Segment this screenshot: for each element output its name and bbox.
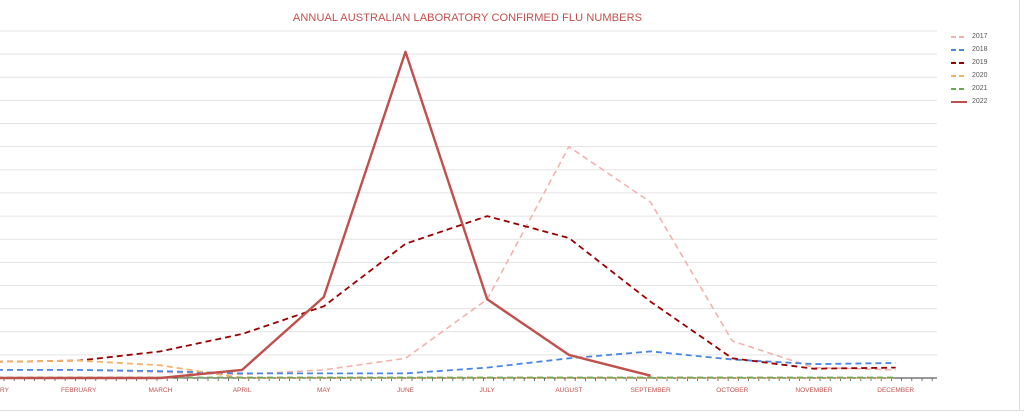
legend-item-2020: 2020 xyxy=(950,69,1020,82)
gridlines xyxy=(0,30,937,379)
legend-label: 2020 xyxy=(972,72,988,79)
chart-title: ANNUAL AUSTRALIAN LABORATORY CONFIRMED F… xyxy=(292,12,643,24)
x-tick-label: APRIL xyxy=(233,387,252,394)
legend-item-2019: 2019 xyxy=(950,56,1020,69)
series-line-2020 xyxy=(0,359,896,379)
x-tick-label: FEBRUARY xyxy=(61,387,97,394)
legend-swatch xyxy=(951,61,967,64)
x-tick-label: SEPTEMBER xyxy=(631,387,671,394)
legend-label: 2021 xyxy=(972,85,988,92)
chart-legend: 2017 2018 2019 2020 2021 2022 xyxy=(950,30,1020,108)
legend-item-2018: 2018 xyxy=(950,43,1020,56)
x-tick-labels: RY FEBRUARY MARCH APRIL MAY JUNE JULY AUGUST SEP… xyxy=(0,387,914,394)
right-divider xyxy=(1019,0,1020,410)
series-line-2022 xyxy=(0,50,651,380)
legend-swatch xyxy=(951,100,967,103)
x-tick-label: OCTOBER xyxy=(716,387,748,394)
legend-swatch xyxy=(951,35,967,38)
legend-item-2022: 2022 xyxy=(950,95,1020,108)
legend-item-2021: 2021 xyxy=(950,82,1020,95)
legend-item-2017: 2017 xyxy=(950,30,1020,43)
x-tick-label: DECEMBER xyxy=(877,387,914,394)
bottom-divider xyxy=(0,410,1024,411)
legend-label: 2019 xyxy=(972,59,988,66)
legend-swatch xyxy=(951,87,967,90)
x-tick-label: JULY xyxy=(479,387,495,394)
legend-swatch xyxy=(951,48,967,51)
legend-label: 2022 xyxy=(972,98,988,105)
legend-label: 2017 xyxy=(972,33,988,40)
x-tick-label: MAY xyxy=(317,387,331,394)
legend-swatch xyxy=(951,74,967,77)
series-line-2019 xyxy=(0,215,896,370)
x-tick-label: MARCH xyxy=(148,387,172,394)
x-tick-label: AUGUST xyxy=(555,387,582,394)
x-tick-label: RY xyxy=(0,387,10,394)
x-tick-label: JUNE xyxy=(397,387,415,394)
legend-label: 2018 xyxy=(972,46,988,53)
x-tick-label: NOVEMBER xyxy=(795,387,833,394)
